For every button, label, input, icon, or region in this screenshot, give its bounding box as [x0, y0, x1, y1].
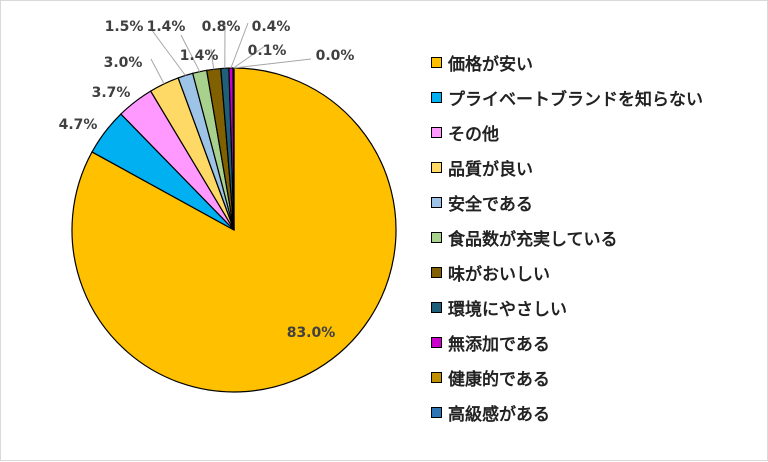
legend-swatch — [431, 197, 442, 208]
legend-swatch — [431, 372, 442, 383]
data-label: 83.0% — [287, 325, 336, 341]
data-label: 3.7% — [92, 85, 131, 101]
data-label: 1.4% — [180, 48, 219, 64]
legend-label: 食品数が充実している — [448, 225, 618, 250]
data-label: 1.4% — [147, 19, 186, 35]
legend-item: 高級感がある — [431, 395, 703, 430]
legend-swatch — [431, 92, 442, 103]
legend-swatch — [431, 162, 442, 173]
data-label: 4.7% — [59, 117, 98, 133]
legend-label: 品質が良い — [448, 155, 533, 180]
legend-item: 環境にやさしい — [431, 290, 703, 325]
data-label: 1.5% — [105, 19, 144, 35]
legend-item: 品質が良い — [431, 150, 703, 185]
legend-item: 健康的である — [431, 360, 703, 395]
legend-swatch — [431, 57, 442, 68]
legend-label: 味がおいしい — [448, 260, 550, 285]
legend-item: 味がおいしい — [431, 255, 703, 290]
legend-label: 健康的である — [448, 365, 550, 390]
legend-swatch — [431, 302, 442, 313]
legend-item: 食品数が充実している — [431, 220, 703, 255]
legend-item: その他 — [431, 115, 703, 150]
legend-label: 安全である — [448, 190, 533, 215]
legend-label: 環境にやさしい — [448, 295, 567, 320]
legend-label: プライベートブランドを知らない — [448, 85, 703, 110]
legend-label: 価格が安い — [448, 50, 533, 75]
legend-label: 無添加である — [448, 330, 550, 355]
legend-swatch — [431, 267, 442, 278]
data-label: 0.4% — [252, 19, 291, 35]
leader-line — [151, 59, 164, 84]
legend-swatch — [431, 407, 442, 418]
legend-swatch — [431, 127, 442, 138]
leader-line — [234, 59, 311, 68]
legend-swatch — [431, 337, 442, 348]
legend-label: その他 — [448, 120, 499, 145]
data-label: 0.8% — [202, 19, 241, 35]
legend-swatch — [431, 232, 442, 243]
legend: 価格が安いプライベートブランドを知らないその他品質が良い安全である食品数が充実し… — [431, 45, 703, 430]
legend-item: 価格が安い — [431, 45, 703, 80]
legend-item: 無添加である — [431, 325, 703, 360]
legend-item: プライベートブランドを知らない — [431, 80, 703, 115]
data-label: 0.0% — [316, 48, 355, 64]
legend-label: 高級感がある — [448, 400, 550, 425]
data-label: 0.1% — [248, 43, 287, 59]
legend-item: 安全である — [431, 185, 703, 220]
data-label: 3.0% — [104, 55, 143, 71]
